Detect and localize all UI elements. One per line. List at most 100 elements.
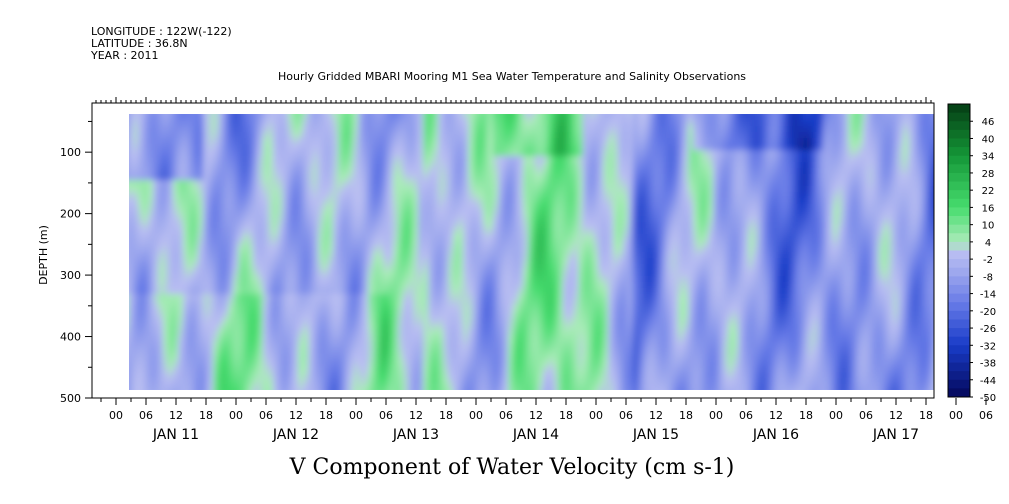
colorbar-label: 10: [982, 221, 995, 232]
colorbar-label: 22: [982, 186, 995, 197]
y-tick-label: 500: [60, 392, 81, 405]
x-axis: 00 06 12 18 00 06 12 18 00 06 12 18 00 06 12 18 00 06 12 18…: [100, 398, 993, 443]
x-hour-label: 06: [379, 409, 393, 422]
colorbar-segment: [948, 233, 970, 243]
colorbar-label: -2: [983, 255, 993, 266]
colorbar-label: -14: [980, 290, 996, 301]
colorbar-segment: [948, 138, 970, 148]
x-hour-label: 18: [199, 409, 213, 422]
colorbar-segment: [948, 216, 970, 226]
x-day-label: JAN 13: [392, 427, 439, 443]
colorbar-segment: [948, 319, 970, 329]
x-hour-label: 00: [709, 409, 723, 422]
colorbar-segment: [948, 293, 970, 303]
x-day-label: JAN 17: [872, 427, 919, 443]
colorbar-segment: [948, 259, 970, 269]
colorbar-segment: [948, 362, 970, 372]
colorbar-segment: [948, 207, 970, 217]
x-hour-label: 00: [829, 409, 843, 422]
y-axis-label: DEPTH (m): [37, 225, 50, 285]
x-hour-label: 12: [649, 409, 663, 422]
colorbar-segment: [948, 104, 970, 114]
colorbar-label: -20: [980, 307, 996, 318]
x-day-label: JAN 16: [752, 427, 799, 443]
x-hour-label: 06: [859, 409, 873, 422]
x-hour-label: 06: [499, 409, 513, 422]
colorbar-label: -50: [980, 393, 996, 404]
colorbar-segment: [948, 371, 970, 381]
colorbar-frame: [947, 103, 971, 398]
colorbar-segment: [948, 310, 970, 320]
heatmap-cells: [129, 114, 934, 390]
x-hour-label: 06: [979, 409, 993, 422]
y-tick-label: 100: [60, 146, 81, 159]
x-day-label: JAN 11: [152, 427, 199, 443]
x-hour-label: 18: [559, 409, 573, 422]
colorbar-segment: [948, 353, 970, 363]
colorbar-label: -8: [983, 272, 993, 283]
colorbar-label: -32: [980, 341, 996, 352]
colorbar-segment: [948, 336, 970, 346]
x-hour-label: 18: [679, 409, 693, 422]
x-day-label: JAN 14: [512, 427, 559, 443]
colorbar-segment: [948, 190, 970, 200]
longitude-text: LONGITUDE : 122W(-122): [91, 25, 232, 38]
colorbar-label: -44: [980, 376, 996, 387]
colorbar-segment: [948, 224, 970, 234]
x-hour-label: 00: [589, 409, 603, 422]
heatmap-smoothed: [129, 114, 934, 390]
colorbar-segment: [948, 181, 970, 191]
colorbar-segment: [948, 267, 970, 277]
heatmap-field: [129, 114, 934, 390]
plot-axes: [91, 97, 935, 399]
x-hour-label: 00: [949, 409, 963, 422]
colorbar-segment: [948, 241, 970, 251]
latitude-text: LATITUDE : 36.8N: [91, 37, 188, 50]
colorbar-segment: [948, 328, 970, 338]
colorbar-label: 16: [982, 203, 995, 214]
x-hour-label: 12: [289, 409, 303, 422]
colorbar-label: 28: [982, 169, 995, 180]
dataset-title: Hourly Gridded MBARI Mooring M1 Sea Wate…: [278, 70, 746, 83]
x-hour-label: 12: [169, 409, 183, 422]
colorbar-label: -26: [980, 324, 996, 335]
colorbar-segment: [948, 276, 970, 286]
colorbar-segment: [948, 284, 970, 294]
y-tick-label: 400: [60, 331, 81, 344]
colorbar-label: 46: [982, 117, 995, 128]
colorbar-segment: [948, 155, 970, 165]
colorbar-segment: [948, 198, 970, 208]
x-hour-label: 00: [229, 409, 243, 422]
x-hour-label: 12: [409, 409, 423, 422]
colorbar-segment: [948, 164, 970, 174]
colorbar-label: 4: [985, 238, 991, 249]
y-tick-label: 200: [60, 208, 81, 221]
x-hour-label: 12: [529, 409, 543, 422]
plot-frame: [91, 102, 935, 399]
colorbar-segment: [948, 112, 970, 122]
x-hour-label: 18: [319, 409, 333, 422]
y-axis: 100 200 300 400 500: [60, 120, 92, 405]
x-hour-label: 00: [349, 409, 363, 422]
x-hour-label: 12: [769, 409, 783, 422]
colorbar-segment: [948, 388, 970, 398]
colorbar-label: 40: [982, 134, 995, 145]
x-hour-label: 18: [439, 409, 453, 422]
colorbar: 46 40 34 28 22 16 10 4 -2 -8 -14 -20 -26 -32 -38 -44 -50: [947, 103, 996, 404]
chart-title: V Component of Water Velocity (cm s-1): [289, 455, 735, 480]
y-tick-label: 300: [60, 269, 81, 282]
year-text: YEAR : 2011: [90, 49, 159, 62]
x-hour-label: 06: [259, 409, 273, 422]
colorbar-segment: [948, 129, 970, 139]
x-day-label: JAN 15: [632, 427, 679, 443]
colorbar-segment: [948, 121, 970, 131]
colorbar-label: -38: [980, 359, 996, 370]
x-hour-label: 06: [739, 409, 753, 422]
x-hour-label: 06: [139, 409, 153, 422]
colorbar-segment: [948, 302, 970, 312]
colorbar-segment: [948, 379, 970, 389]
colorbar-segment: [948, 147, 970, 157]
colorbar-label: 34: [982, 152, 995, 163]
x-hour-label: 00: [469, 409, 483, 422]
